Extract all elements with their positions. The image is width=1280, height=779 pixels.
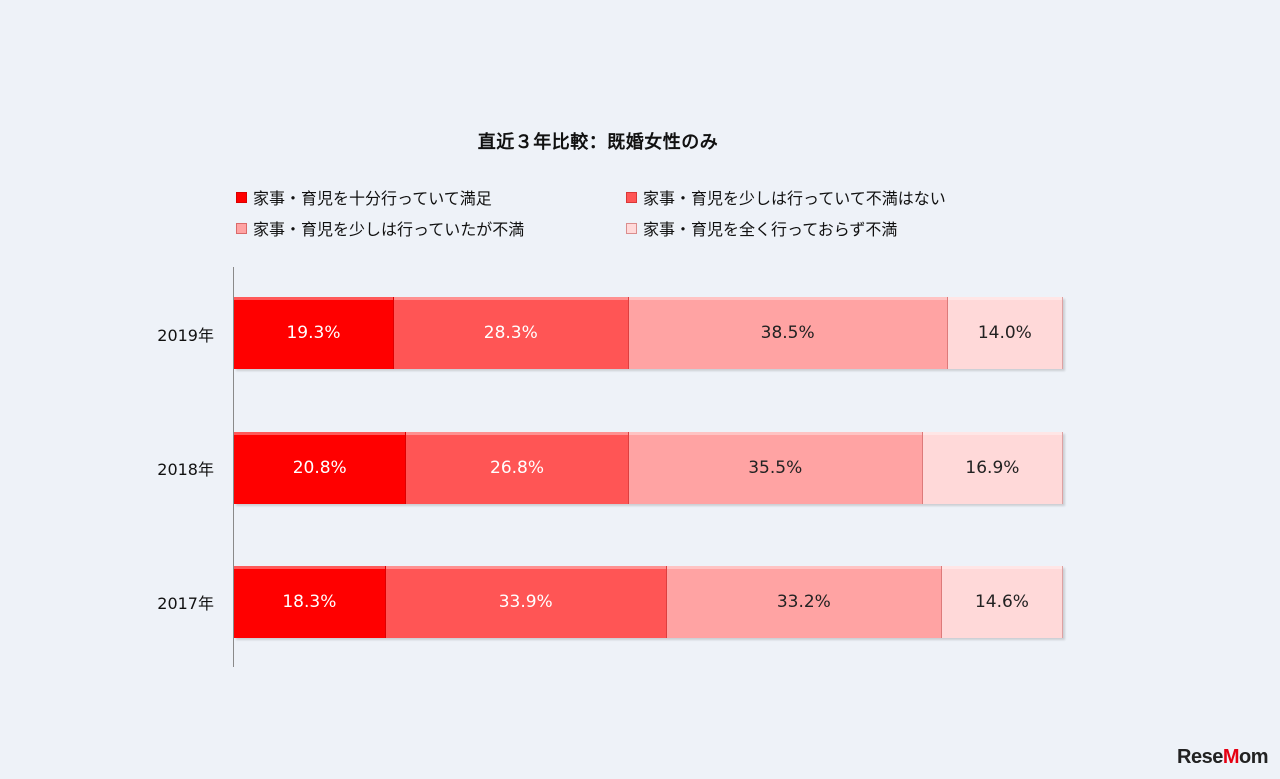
data-label: 28.3% (483, 323, 538, 343)
bar-2018: 20.8% 26.8% 35.5% 16.9% (234, 432, 1063, 504)
legend-swatch-icon (236, 191, 247, 203)
bar-segment: 38.5% (628, 297, 948, 369)
data-label: 18.3% (282, 592, 337, 612)
bar-segment: 20.8% (234, 432, 407, 504)
legend-label: 家事・育児を少しは行っていて不満はない (643, 189, 946, 208)
legend-item-some-dissatisfied: 家事・育児を少しは行っていたが不満 (236, 216, 524, 240)
bar-segment: 33.2% (666, 566, 942, 638)
data-label: 20.8% (292, 458, 347, 478)
data-label: 33.9% (498, 592, 553, 612)
category-axis-line (233, 267, 234, 667)
bar-segment: 16.9% (922, 432, 1063, 504)
legend-swatch-icon (626, 222, 637, 234)
bar-2017: 18.3% 33.9% 33.2% 14.6% (234, 566, 1063, 638)
data-label: 16.9% (965, 458, 1020, 478)
category-label-2017: 2017年 (157, 594, 214, 613)
bar-segment: 18.3% (234, 566, 386, 638)
bar-segment: 19.3% (234, 297, 394, 369)
data-label: 14.0% (977, 323, 1032, 343)
bar-segment: 14.6% (941, 566, 1063, 638)
legend-swatch-icon (626, 191, 637, 203)
legend-item-satisfied: 家事・育児を十分行っていて満足 (236, 185, 492, 209)
data-label: 14.6% (974, 592, 1029, 612)
bar-segment: 26.8% (406, 432, 629, 504)
data-label: 19.3% (286, 323, 341, 343)
legend-label: 家事・育児を全く行っておらず不満 (643, 220, 898, 239)
chart-title: 直近３年比較：既婚女性のみ (477, 132, 719, 153)
legend-label: 家事・育児を少しは行っていたが不満 (253, 220, 525, 239)
bar-segment: 14.0% (947, 297, 1063, 369)
data-label: 38.5% (760, 323, 815, 343)
legend-label: 家事・育児を十分行っていて満足 (253, 189, 492, 208)
category-label-2019: 2019年 (157, 326, 214, 345)
bar-segment: 28.3% (393, 297, 629, 369)
data-label: 26.8% (490, 458, 545, 478)
bar-segment: 35.5% (628, 432, 923, 504)
legend-item-no-complaint: 家事・育児を少しは行っていて不満はない (626, 185, 946, 209)
bar-segment: 33.9% (385, 566, 667, 638)
bar-2019: 19.3% 28.3% 38.5% 14.0% (234, 297, 1063, 369)
resemom-logo: ReseMom (1177, 746, 1268, 768)
category-label-2018: 2018年 (157, 460, 214, 479)
legend-item-none-dissatisfied: 家事・育児を全く行っておらず不満 (626, 216, 897, 240)
data-label: 33.2% (776, 592, 831, 612)
data-label: 35.5% (748, 458, 803, 478)
legend-swatch-icon (236, 222, 247, 234)
